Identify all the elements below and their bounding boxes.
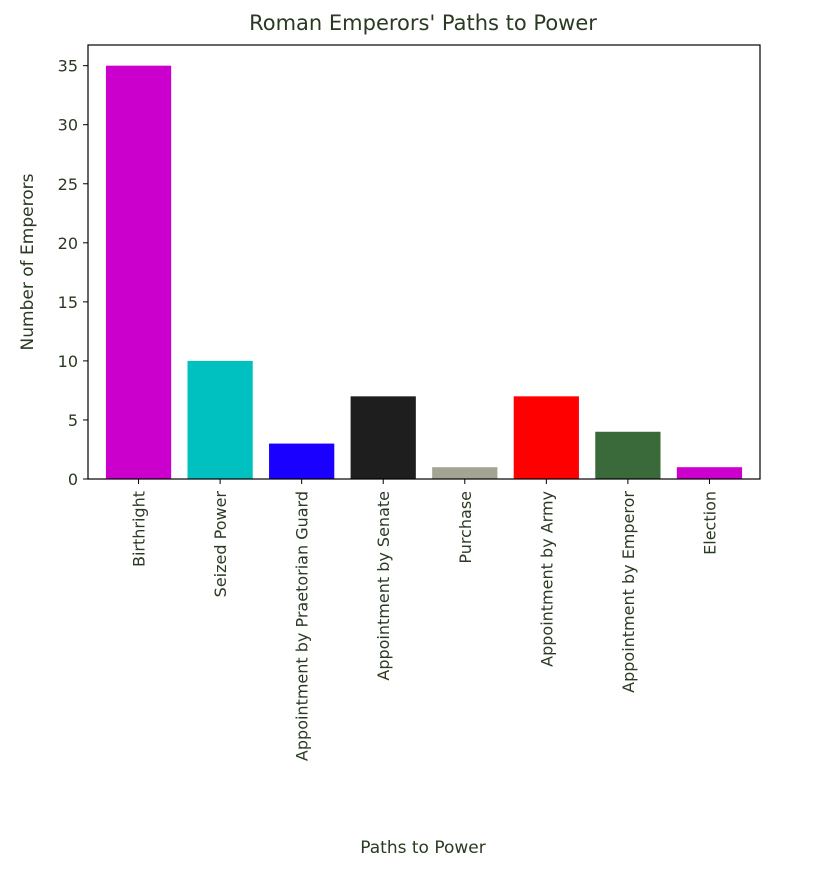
bar-appointment-by-senate [350,396,416,479]
x-tick-label: Purchase [456,491,475,564]
y-tick-label: 30 [58,116,78,135]
y-axis-label: Number of Emperors [18,173,38,350]
x-tick-label: Birthright [130,491,149,567]
y-axis: 0 5 10 15 20 25 30 35 [58,57,88,489]
bar-purchase [432,467,498,479]
y-tick-label: 5 [68,411,78,430]
bar-appointment-by-praetorian-guard [269,443,335,479]
bar-birthright [105,65,172,480]
x-tick-label: Election [700,491,719,555]
y-tick-label: 0 [68,470,78,489]
x-axis-label: Paths to Power [360,838,485,858]
bars-layer [105,65,743,480]
x-tick-label: Appointment by Senate [374,491,393,681]
bar-appointment-by-army [513,396,579,479]
y-tick-label: 25 [58,175,78,194]
plot-frame [87,44,761,480]
y-tick-label: 20 [58,234,78,253]
y-tick-label: 10 [58,352,78,371]
bar-seized-power [187,360,253,479]
y-tick-label: 15 [58,293,78,312]
chart-title: Roman Emperors' Paths to Power [249,11,597,35]
x-tick-label: Appointment by Praetorian Guard [293,491,312,761]
bar-election [676,467,743,479]
bar-appointment-by-emperor [595,431,661,479]
y-tick-label: 35 [58,57,78,76]
x-axis: Birthright Seized Power Appointment by Pra… [130,479,719,761]
x-tick-label: Appointment by Emperor [619,491,638,693]
x-tick-label: Seized Power [211,491,230,598]
x-tick-label: Appointment by Army [537,491,556,667]
